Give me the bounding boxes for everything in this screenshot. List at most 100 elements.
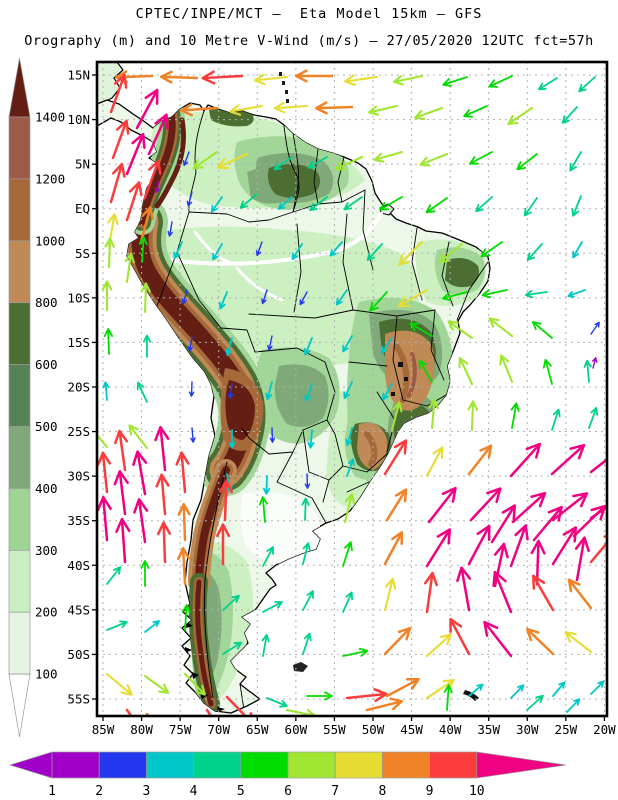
wind-arrow [346, 458, 355, 477]
wind-arrow [216, 152, 249, 170]
wind-arrow [531, 321, 553, 339]
orography-swatch [8, 240, 31, 304]
wind-arrow [114, 429, 129, 472]
wind-arrow [177, 546, 191, 586]
wind-arrow [509, 524, 529, 568]
lon-tick-label: 85W [92, 722, 115, 737]
wind-arrow [125, 132, 146, 176]
lon-tick-label: 50W [362, 722, 385, 737]
graticule [97, 62, 607, 716]
falkland-islands [293, 662, 308, 672]
wind-arrow [291, 243, 303, 260]
orography-scale-label: 300 [35, 543, 58, 558]
wind-arrow [190, 427, 196, 443]
wind-arrow [427, 486, 457, 524]
lat-tick-label: 15N [67, 68, 90, 83]
wind-arrow [488, 75, 513, 88]
wind-arrow [523, 197, 538, 217]
wind-arrow [423, 571, 438, 614]
wind-colorbar: 1 2 3 4 5 6 7 8 9 10 [8, 751, 567, 799]
wind-arrow [366, 243, 383, 261]
wind-arrow [469, 151, 493, 165]
river-branch [193, 230, 284, 302]
wind-arrow [390, 401, 403, 432]
wind-arrow [261, 634, 270, 657]
wind-arrow [561, 106, 578, 124]
wind-arrow [443, 684, 453, 711]
wind-arrow [136, 381, 148, 403]
wind-arrow [571, 195, 582, 217]
wind-arrow [383, 531, 404, 566]
wind-arrow [398, 240, 424, 266]
wind-arrow [552, 681, 566, 697]
wind-arrow [147, 113, 169, 156]
wind-arrow [379, 196, 403, 211]
wind-arrow [273, 101, 309, 114]
wind-arrow [463, 105, 488, 118]
orography-swatch [8, 302, 31, 365]
lon-tick-label: 75W [169, 722, 192, 737]
wind-arrow [369, 291, 388, 312]
wind-arrow [589, 534, 607, 564]
wind-swatch [334, 751, 383, 779]
wind-arrow [304, 473, 311, 489]
wind-arrow [267, 335, 273, 351]
wind-arrow [159, 70, 199, 84]
wind-arrow [537, 77, 558, 91]
lat-tick-label: 10S [67, 290, 90, 305]
orography-under-arrow [8, 673, 31, 738]
wind-arrow [480, 241, 503, 258]
wind-arrow [101, 280, 113, 312]
lat-tick-label: 5S [75, 246, 90, 261]
wind-arrow [467, 400, 478, 432]
wind-arrow [269, 427, 276, 443]
wind-arrow [532, 574, 555, 612]
wind-arrow [218, 479, 234, 522]
wind-arrow [499, 354, 514, 384]
wind-arrow [343, 381, 353, 400]
wind-arrow [516, 153, 538, 171]
orography-over-arrow [8, 57, 31, 118]
wind-arrow [509, 442, 542, 478]
orography-swatch [8, 426, 31, 489]
wind-arrow [201, 70, 244, 85]
wind-arrow [532, 505, 563, 542]
wind-arrow [335, 289, 348, 306]
south-georgia-island [463, 690, 479, 701]
central-america [97, 62, 124, 108]
wind-arrow [525, 627, 555, 656]
lat-tick-label: 20S [67, 379, 90, 394]
wind-arrow [111, 119, 130, 160]
wind-arrow [572, 241, 583, 259]
wind-arrow [398, 288, 429, 308]
wind-arrow [583, 359, 592, 383]
wind-arrow [442, 76, 468, 87]
wind-arrow [490, 504, 517, 544]
wind-swatch [98, 751, 147, 779]
city-lake-specks [391, 362, 408, 396]
wind-scale-label: 2 [95, 784, 103, 799]
wind-arrow [467, 444, 493, 476]
lat-tick-label: EQ [75, 201, 90, 216]
wind-arrow [481, 289, 508, 299]
wind-arrow [458, 357, 474, 386]
wind-arrow [255, 241, 263, 257]
wind-arrow [382, 383, 393, 401]
orography-scale-label: 600 [35, 357, 58, 372]
lat-axis: 15N 10N 5N EQ 5S 10S 15S 20S 25S 30S 35S 40S 45S 50S 5… [67, 68, 97, 706]
wind-arrow [551, 492, 589, 522]
wind-swatch [146, 751, 194, 779]
wind-arrow [425, 678, 455, 700]
lat-tick-label: 40S [67, 558, 90, 573]
map-frame [95, 60, 609, 718]
wind-arrow [566, 698, 581, 713]
wind-arrow [102, 381, 110, 401]
wind-arrow [302, 590, 314, 611]
wind-arrow [124, 252, 136, 284]
wind-arrow [456, 566, 472, 612]
wind-arrow [307, 429, 315, 449]
wind-arrow [225, 337, 233, 357]
orography-scale-label: 1200 [35, 171, 65, 186]
wind-arrow [302, 542, 311, 565]
wind-arrow [530, 539, 546, 586]
